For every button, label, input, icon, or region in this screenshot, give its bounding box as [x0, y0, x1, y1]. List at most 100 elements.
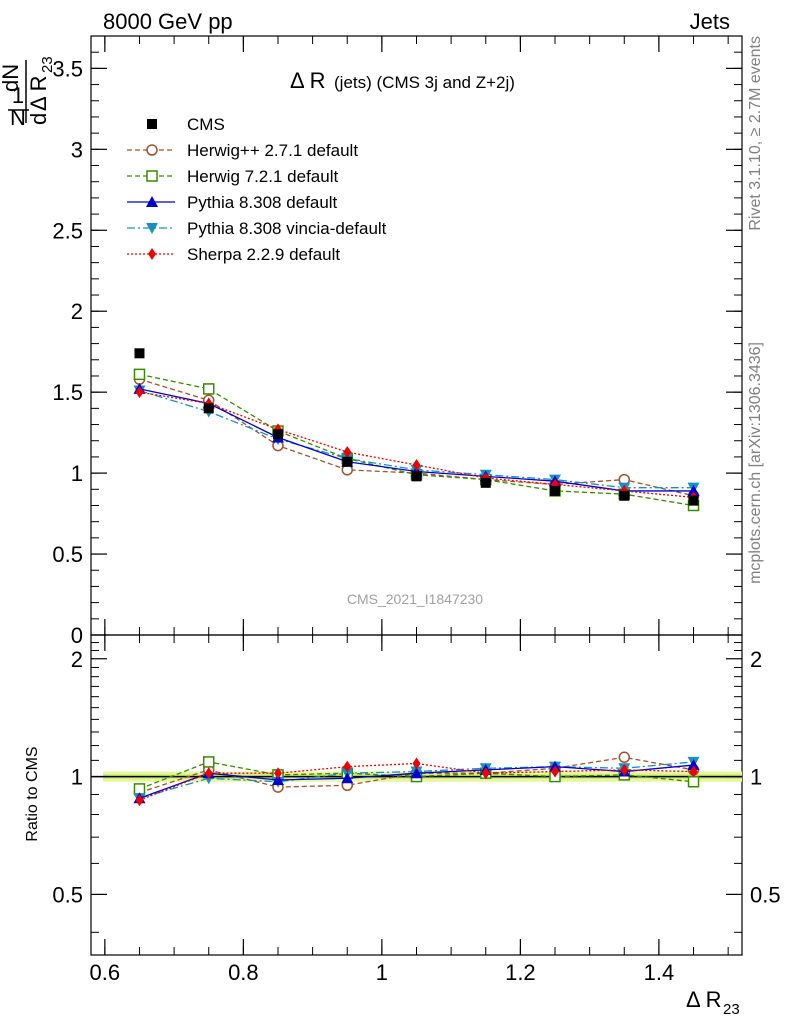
- data-point: [412, 459, 421, 472]
- data-point: [343, 446, 352, 459]
- data-point: [341, 772, 354, 784]
- legend-label: Herwig 7.2.1 default: [187, 167, 338, 186]
- main-y-tick-label: 2.5: [52, 218, 83, 243]
- svg-text:23: 23: [723, 1001, 740, 1018]
- data-point: [550, 485, 561, 496]
- data-point: [146, 223, 158, 234]
- series-cms: [134, 348, 699, 506]
- x-tick-label: 1.2: [505, 960, 536, 985]
- series-herwig-2-7-1-default: [133, 373, 700, 502]
- data-point: [480, 477, 491, 488]
- data-point: [203, 403, 214, 414]
- data-point: [618, 751, 631, 764]
- main-y-tick-label: 3.5: [52, 56, 83, 81]
- data-point: [342, 456, 353, 467]
- svg-text:dN: dN: [0, 64, 23, 92]
- svg-text:Δ R: Δ R: [686, 987, 721, 1012]
- data-point: [271, 773, 284, 785]
- svg-text:Δ R: Δ R: [290, 68, 325, 93]
- x-ticks: 0.6 0.8 1 1.2 1.4: [90, 36, 729, 985]
- main-y-tick-label: 1.5: [52, 380, 83, 405]
- ratio-y-tick-label: 0.5: [52, 882, 83, 907]
- ratio-y-tick-label-right: 0.5: [750, 882, 781, 907]
- data-point: [204, 767, 213, 780]
- data-point: [273, 767, 282, 780]
- main-y-tick-label: 1: [71, 461, 83, 486]
- data-point: [619, 490, 630, 501]
- ratio-y-tick-label-right: 2: [750, 647, 762, 672]
- svg-text:Δ R: Δ R: [26, 76, 51, 111]
- legend-entry: Pythia 8.308 vincia-default: [127, 219, 387, 238]
- plot-title: Δ R (jets) (CMS 3j and Z+2j): [290, 68, 515, 93]
- ratio-axes: 0.5 0.5 1 1 2 2: [52, 642, 781, 933]
- legend-entry: Herwig 7.2.1 default: [127, 167, 338, 186]
- data-point: [148, 248, 156, 260]
- rivet-label: Rivet 3.1.10, ≥ 2.7M events: [747, 36, 764, 231]
- ratio-y-tick-label-right: 1: [750, 765, 762, 790]
- svg-text:(jets) (CMS 3j and Z+2j): (jets) (CMS 3j and Z+2j): [334, 73, 515, 92]
- main-y-tick-label: 2: [71, 299, 83, 324]
- data-point: [146, 196, 158, 207]
- legend-label: Pythia 8.308 default: [187, 193, 338, 212]
- data-point: [343, 760, 352, 773]
- data-point: [687, 775, 700, 788]
- data-point: [135, 794, 144, 807]
- main-axes: 0 0.5 1 1.5 2 2.5 3 3.5: [52, 35, 742, 648]
- x-tick-label: 0.8: [228, 960, 259, 985]
- x-axis-label: Δ R 23: [686, 987, 740, 1018]
- main-ylabel-dN: dN: [0, 64, 23, 92]
- data-point: [134, 348, 145, 359]
- header-right: Jets: [690, 9, 730, 34]
- legend-entry: Pythia 8.308 default: [127, 193, 338, 212]
- ratio-series-sherpa-2-2-9-default: [135, 757, 698, 807]
- x-tick-label: 1.4: [644, 960, 675, 985]
- data-point: [412, 757, 421, 770]
- main-y-tick-label: 3: [71, 137, 83, 162]
- data-point: [687, 759, 700, 771]
- legend-entry: Herwig++ 2.7.1 default: [127, 141, 358, 160]
- ratio-series: [133, 751, 700, 807]
- x-tick-label: 0.6: [90, 960, 121, 985]
- svg-text:N: N: [10, 105, 26, 130]
- legend-entry: Sherpa 2.2.9 default: [127, 245, 340, 264]
- main-series: [133, 348, 700, 512]
- data-point: [202, 756, 215, 768]
- svg-text:d: d: [26, 113, 51, 125]
- legend-label: Pythia 8.308 vincia-default: [187, 219, 387, 238]
- data-point: [410, 767, 423, 779]
- data-point: [411, 471, 422, 482]
- main-ylabel-rotated: d Δ R 23: [26, 56, 56, 125]
- ratio-ylabel: Ratio to CMS: [24, 746, 41, 841]
- ratio-y-tick-label: 1: [71, 765, 83, 790]
- data-point: [551, 765, 560, 778]
- ratio-series-line: [139, 762, 694, 801]
- legend-label: Sherpa 2.2.9 default: [187, 245, 340, 264]
- legend-label: Herwig++ 2.7.1 default: [187, 141, 358, 160]
- analysis-watermark: CMS_2021_I1847230: [347, 591, 483, 607]
- svg-text:1: 1: [12, 83, 24, 108]
- series-line: [139, 391, 694, 499]
- data-point: [481, 767, 490, 780]
- mcplots-label: mcplots.cern.ch [arXiv:1306.3436]: [747, 342, 764, 584]
- data-point: [147, 119, 157, 129]
- main-y-tick-label: 0: [71, 623, 83, 648]
- main-ylabel: 1 N: [8, 83, 29, 130]
- data-point: [272, 429, 283, 440]
- data-point: [620, 763, 629, 776]
- data-point: [146, 170, 158, 182]
- data-point: [133, 368, 146, 381]
- svg-text:23: 23: [39, 56, 56, 73]
- data-point: [688, 495, 699, 506]
- data-point: [687, 484, 700, 496]
- data-point: [689, 765, 698, 778]
- ratio-y-tick-label: 2: [71, 647, 83, 672]
- data-point: [146, 144, 158, 156]
- main-y-tick-label: 0.5: [52, 542, 83, 567]
- data-point: [202, 383, 215, 395]
- x-tick-label: 1: [376, 960, 388, 985]
- data-point: [135, 386, 144, 399]
- legend: CMS Herwig++ 2.7.1 default Herwig 7.2.1 de…: [127, 115, 387, 264]
- legend-label: CMS: [187, 115, 225, 134]
- legend-entry: CMS: [147, 115, 225, 134]
